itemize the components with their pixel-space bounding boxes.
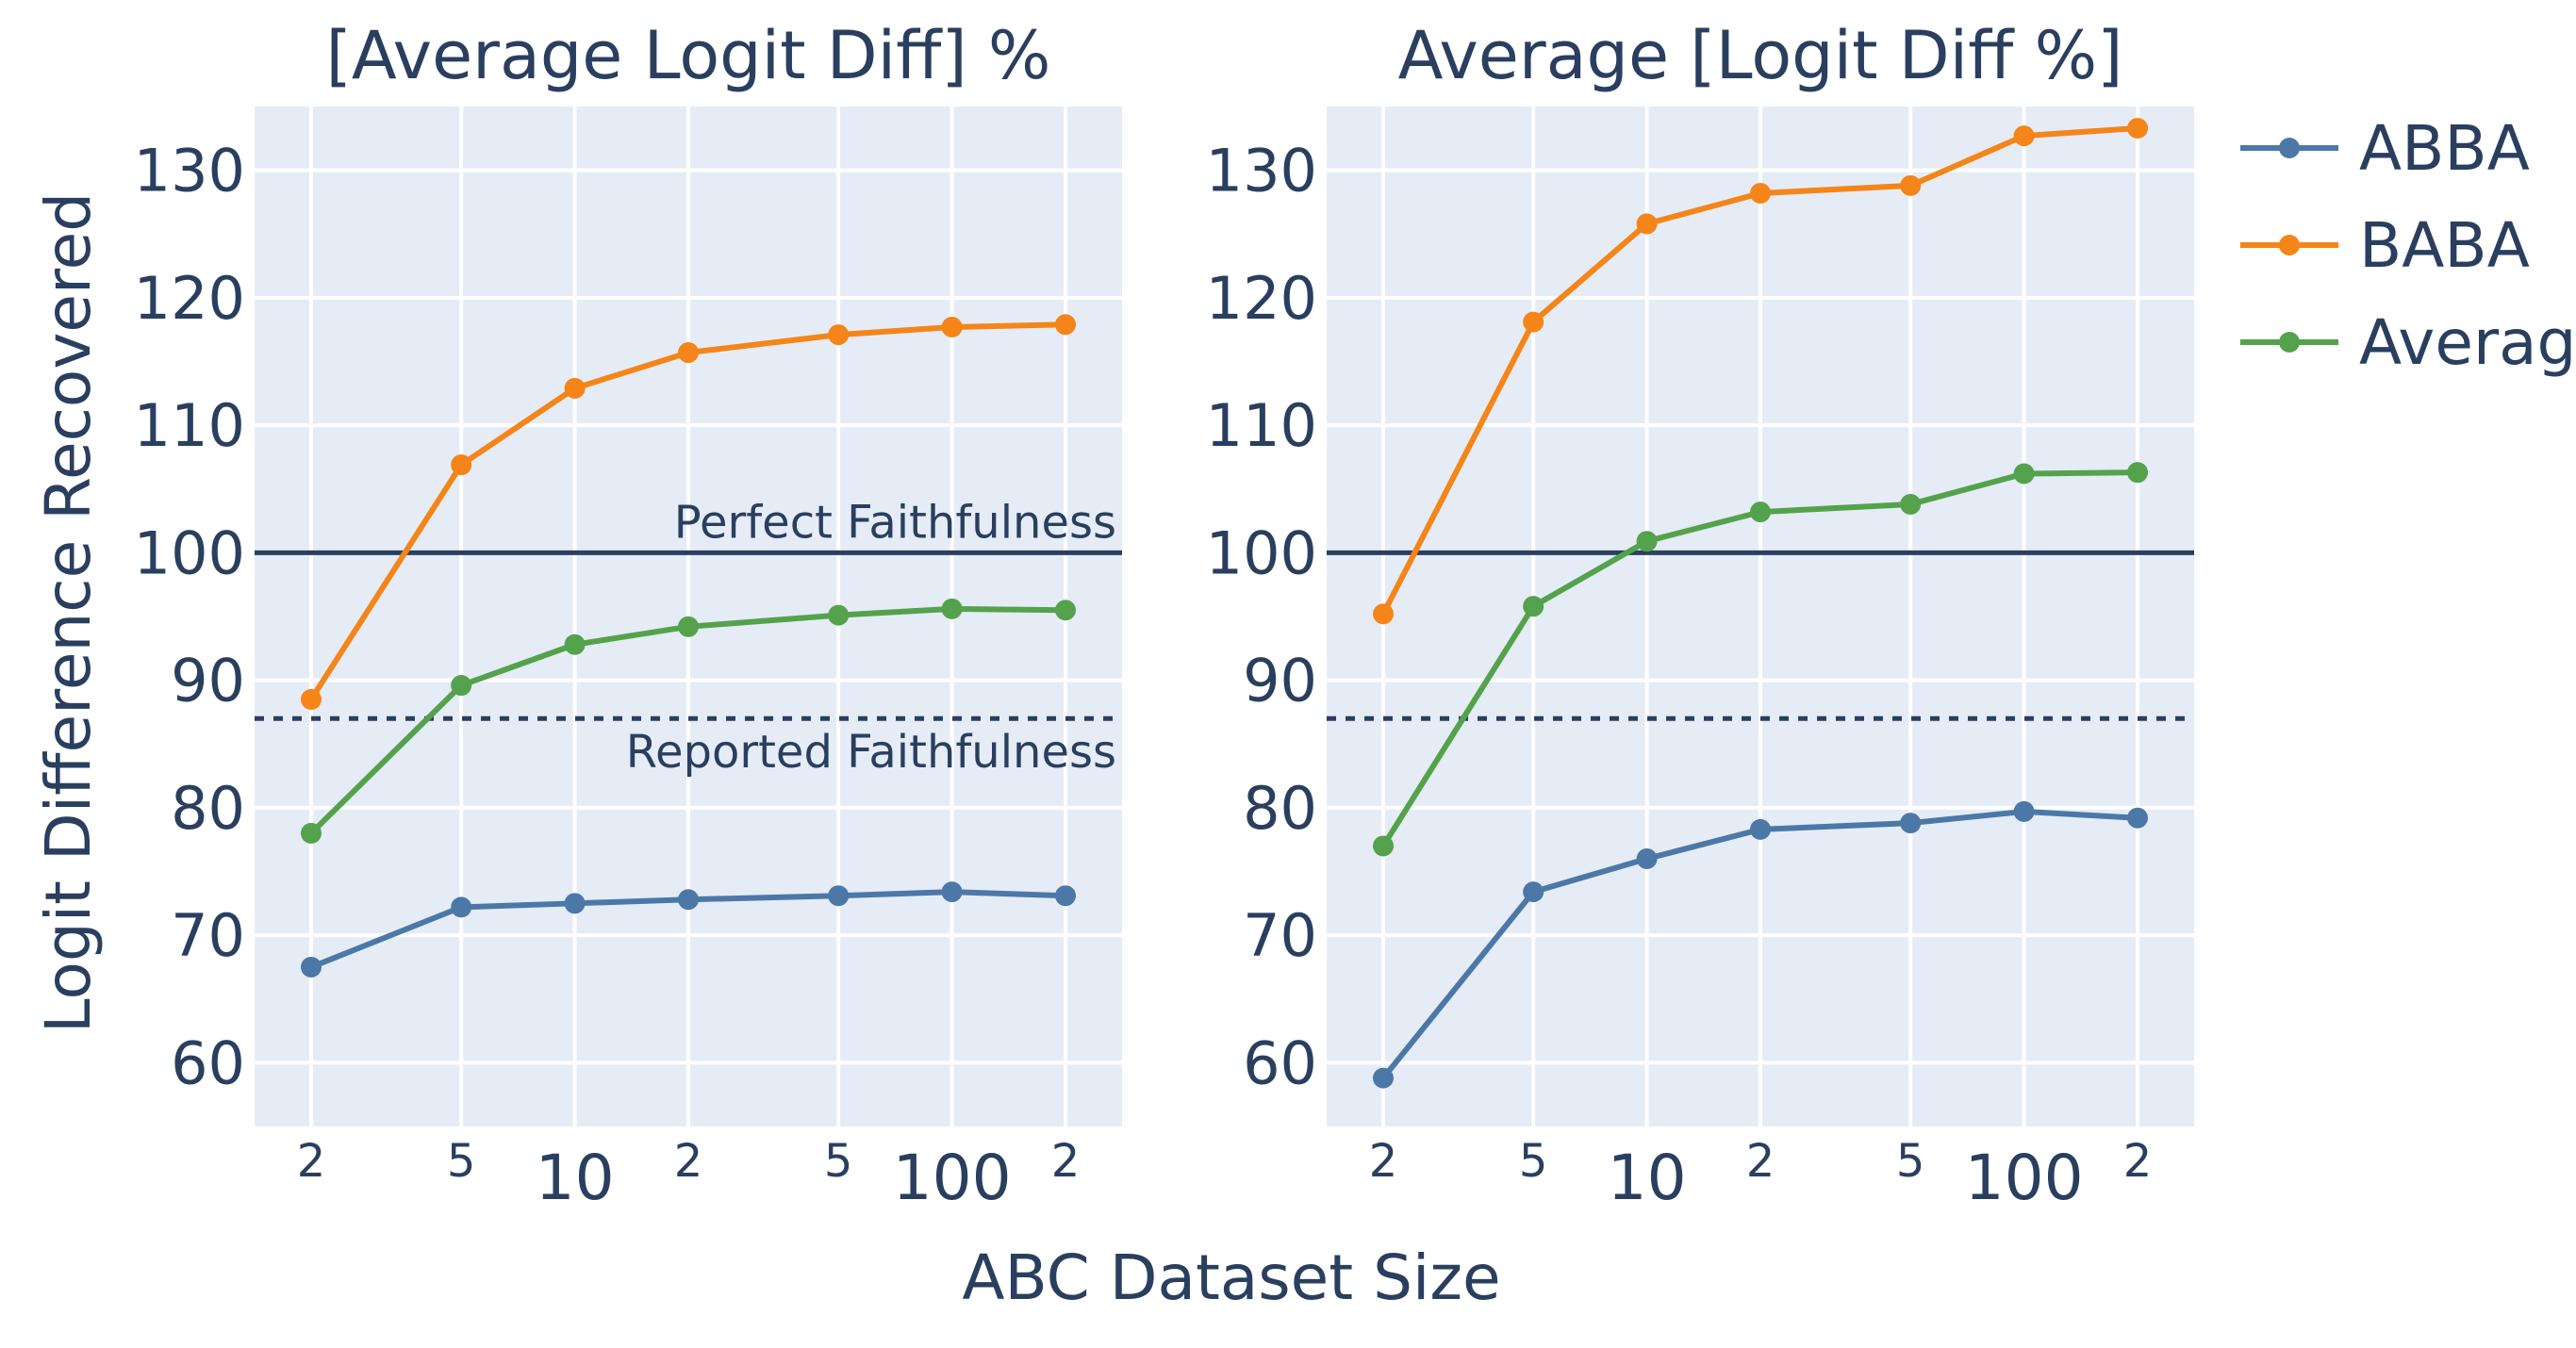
data-point-abba <box>1373 1067 1394 1089</box>
data-point-abba <box>1750 818 1771 840</box>
data-point-baba <box>2013 125 2035 147</box>
data-point-baba <box>1900 174 1922 196</box>
chart-panel-2: 60 70 80 90 100 110 120 130 2 5 10 2 5 100 2 Average [L… <box>1206 17 2194 1214</box>
x-tick-label: 100 <box>893 1142 1012 1214</box>
data-point-baba <box>1636 213 1658 235</box>
data-point-average <box>678 616 699 637</box>
y-tick-label: 90 <box>171 647 245 715</box>
x-tick-label: 2 <box>2123 1135 2153 1188</box>
y-tick-label: 60 <box>1243 1028 1317 1097</box>
data-point-abba <box>301 956 322 978</box>
y-tick-label: 70 <box>1243 901 1317 970</box>
chart-title: Average [Logit Diff %] <box>1398 17 2123 94</box>
data-point-average <box>1373 835 1394 857</box>
data-point-baba <box>2127 117 2148 139</box>
legend-marker-average <box>2279 332 2300 353</box>
y-tick-label: 80 <box>1243 774 1317 843</box>
y-tick-label: 130 <box>134 137 245 205</box>
y-tick-label: 120 <box>1206 264 1317 333</box>
data-point-baba <box>564 377 586 399</box>
data-point-baba <box>1373 603 1394 625</box>
data-point-average <box>1636 531 1658 552</box>
y-tick-label: 80 <box>171 774 245 843</box>
data-point-baba <box>1523 311 1544 333</box>
y-tick-label: 90 <box>1243 647 1317 715</box>
x-tick-label: 10 <box>536 1142 615 1214</box>
x-tick-label: 5 <box>824 1135 853 1188</box>
y-tick-label: 100 <box>134 518 245 587</box>
data-point-abba <box>451 896 472 918</box>
x-tick-label: 5 <box>1519 1135 1548 1188</box>
data-point-abba <box>1636 847 1658 869</box>
legend-marker-abba <box>2279 138 2300 158</box>
y-tick-label: 70 <box>171 901 245 970</box>
data-point-average <box>2127 462 2148 484</box>
data-point-average <box>451 675 472 697</box>
data-point-baba <box>678 342 699 364</box>
data-point-abba <box>2127 807 2148 829</box>
data-point-average <box>564 633 586 655</box>
x-tick-label: 2 <box>1746 1135 1775 1188</box>
x-tick-label: 2 <box>1369 1135 1398 1188</box>
reported-faithfulness-label: Reported Faithfulness <box>626 726 1116 779</box>
chart-title: [Average Logit Diff] % <box>326 17 1051 94</box>
y-tick-label: 60 <box>171 1028 245 1097</box>
legend-marker-baba <box>2279 235 2300 255</box>
y-tick-label: 130 <box>1206 137 1317 205</box>
chart-panel-1: 60 70 80 90 100 110 120 130 2 5 10 2 5 100 2 Perfect Fa… <box>134 17 1122 1214</box>
data-point-baba <box>828 324 850 346</box>
x-tick-label: 5 <box>447 1135 476 1188</box>
data-point-abba <box>678 889 699 911</box>
data-point-abba <box>941 881 963 903</box>
x-tick-label: 2 <box>674 1135 703 1188</box>
data-point-abba <box>1055 885 1076 907</box>
x-tick-label: 100 <box>1965 1142 2084 1214</box>
x-tick-label: 5 <box>1896 1135 1925 1188</box>
x-axis-label: ABC Dataset Size <box>962 1241 1500 1314</box>
legend-label-average: Average <box>2359 306 2576 379</box>
y-tick-label: 100 <box>1206 518 1317 587</box>
data-point-average <box>1523 596 1544 617</box>
legend-label-abba: ABBA <box>2359 112 2530 185</box>
data-point-average <box>1055 600 1076 621</box>
data-point-baba <box>451 454 472 476</box>
y-tick-label: 110 <box>1206 391 1317 460</box>
data-point-average <box>1900 493 1922 515</box>
data-point-average <box>941 598 963 619</box>
data-point-average <box>1750 501 1771 523</box>
data-point-average <box>828 604 850 626</box>
data-point-abba <box>2013 800 2035 822</box>
data-point-baba <box>1750 182 1771 204</box>
data-point-abba <box>1900 813 1922 834</box>
x-tick-label: 2 <box>1051 1135 1081 1188</box>
data-point-abba <box>828 885 850 907</box>
y-tick-label: 110 <box>134 391 245 460</box>
data-point-baba <box>1055 314 1076 336</box>
data-point-average <box>2013 463 2035 485</box>
legend-label-baba: BABA <box>2359 209 2530 282</box>
data-point-abba <box>1523 881 1544 903</box>
y-axis-label: Logit Difference Recovered <box>32 192 105 1033</box>
x-tick-label: 2 <box>297 1135 326 1188</box>
data-point-abba <box>564 893 586 914</box>
data-point-average <box>301 822 322 844</box>
perfect-faithfulness-label: Perfect Faithfulness <box>674 496 1116 549</box>
x-tick-label: 10 <box>1608 1142 1687 1214</box>
data-point-baba <box>941 316 963 337</box>
legend: ABBA BABA Average <box>2240 112 2576 379</box>
y-tick-label: 120 <box>134 264 245 333</box>
data-point-baba <box>301 688 322 710</box>
